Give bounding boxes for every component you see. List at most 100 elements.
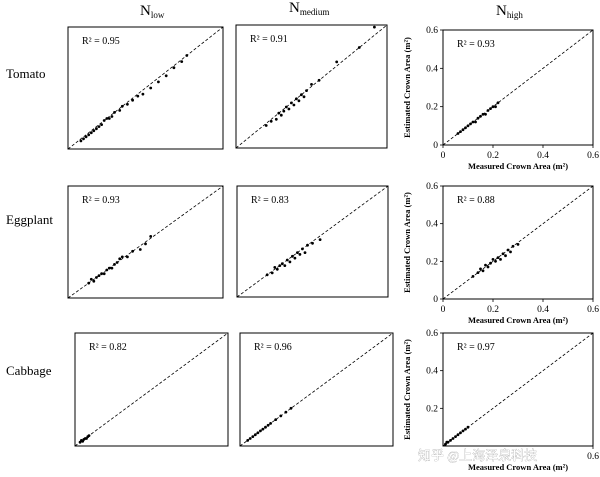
data-point — [92, 129, 96, 133]
panel-tomato-high: R² = 0.93 0 0.2 0.4 0.6 0 0.2 0.4 0.6 Measured Cr… — [402, 26, 599, 171]
x-tick-label: 0.2 — [487, 151, 499, 161]
data-point — [486, 265, 490, 269]
data-point — [474, 120, 477, 124]
panel-eggplant-high: R² = 0.88 0 0.2 0.4 0.6 0 0.2 0.4 0.6 Measured Cr… — [402, 182, 599, 325]
data-point — [115, 261, 119, 264]
data-point — [82, 137, 85, 141]
data-point — [283, 264, 287, 267]
data-point — [511, 244, 515, 248]
plot-frame — [442, 185, 594, 300]
data-point — [335, 60, 339, 64]
data-point — [298, 253, 302, 256]
data-point — [97, 274, 101, 277]
one-to-one-line — [235, 24, 388, 149]
x-tick-label: 0.4 — [537, 151, 549, 161]
row-label-cabbage: Cabbage — [6, 363, 52, 378]
data-point — [479, 267, 482, 271]
data-point — [87, 434, 91, 437]
column-header-n-medium: Nmedium — [289, 0, 329, 17]
plot-frame — [74, 332, 229, 447]
data-point — [481, 112, 485, 116]
data-point — [496, 101, 500, 105]
data-point — [131, 249, 135, 253]
one-to-one-line — [67, 185, 224, 299]
one-to-one-line — [442, 185, 594, 300]
data-point — [270, 271, 274, 275]
data-point — [476, 271, 480, 274]
data-point — [251, 435, 255, 438]
row-label-eggplant: Eggplant — [6, 212, 53, 227]
data-point — [280, 262, 284, 266]
data-point — [266, 423, 270, 427]
x-tick-label: 0 — [441, 151, 446, 161]
data-point — [120, 255, 124, 259]
data-point — [311, 241, 314, 245]
plot-frame — [67, 185, 224, 299]
data-point — [273, 266, 277, 269]
data-point — [269, 422, 272, 425]
data-point — [288, 260, 292, 264]
plot-frame — [235, 24, 388, 149]
y-axis-title: Estimated Crown Area (m²) — [402, 37, 412, 138]
data-point — [466, 124, 470, 128]
data-point — [451, 437, 455, 440]
data-point — [141, 92, 145, 96]
data-point — [295, 97, 298, 101]
data-point — [164, 74, 168, 78]
data-point — [506, 248, 510, 252]
data-point — [246, 439, 250, 442]
y-tick-label: 0 — [433, 295, 438, 305]
data-point — [318, 238, 322, 242]
panel-cabbage-medium: R² = 0.96 — [239, 332, 394, 447]
data-point — [461, 128, 465, 132]
data-point — [494, 105, 497, 109]
data-point — [373, 25, 376, 29]
data-point — [126, 255, 129, 259]
data-point — [290, 101, 293, 105]
data-point — [172, 66, 176, 70]
watermark: 知乎 @上海泽泉科技 — [418, 448, 537, 463]
column-header-n-low: Nlow — [140, 3, 165, 20]
data-point — [136, 94, 140, 98]
r-squared-label: R² = 0.96 — [254, 342, 292, 353]
data-point — [489, 261, 492, 265]
y-tick-label: 0.4 — [426, 64, 438, 74]
data-point — [180, 60, 184, 63]
data-point — [481, 269, 485, 273]
data-point — [100, 272, 103, 276]
data-point — [303, 251, 307, 255]
data-point — [449, 439, 452, 442]
data-point — [89, 131, 93, 135]
data-point — [87, 281, 91, 285]
data-point — [469, 122, 472, 126]
data-point — [274, 117, 278, 121]
data-point — [105, 268, 109, 272]
data-point — [464, 427, 467, 431]
data-point — [456, 433, 460, 437]
r-squared-label: R² = 0.95 — [82, 36, 120, 47]
r-squared-label: R² = 0.83 — [251, 195, 289, 206]
data-point — [284, 105, 288, 109]
y-tick-label: 0.4 — [426, 367, 438, 377]
data-point — [120, 104, 124, 108]
x-tick-label: 0.6 — [587, 305, 599, 315]
data-point — [310, 83, 313, 86]
data-point — [84, 135, 88, 139]
data-point — [126, 102, 129, 106]
data-point — [317, 78, 321, 82]
data-point — [248, 437, 252, 440]
data-point — [149, 235, 153, 238]
data-point — [264, 124, 268, 127]
x-tick-label: 0.6 — [587, 452, 599, 462]
data-point — [301, 247, 304, 251]
data-point — [278, 264, 282, 267]
data-point — [486, 109, 490, 112]
data-point — [306, 243, 309, 247]
x-tick-label: 0.6 — [587, 151, 599, 161]
data-point — [265, 273, 269, 277]
plot-frame — [236, 185, 389, 298]
r-squared-label: R² = 0.91 — [250, 34, 288, 45]
data-point — [296, 251, 299, 255]
data-point — [496, 256, 500, 259]
